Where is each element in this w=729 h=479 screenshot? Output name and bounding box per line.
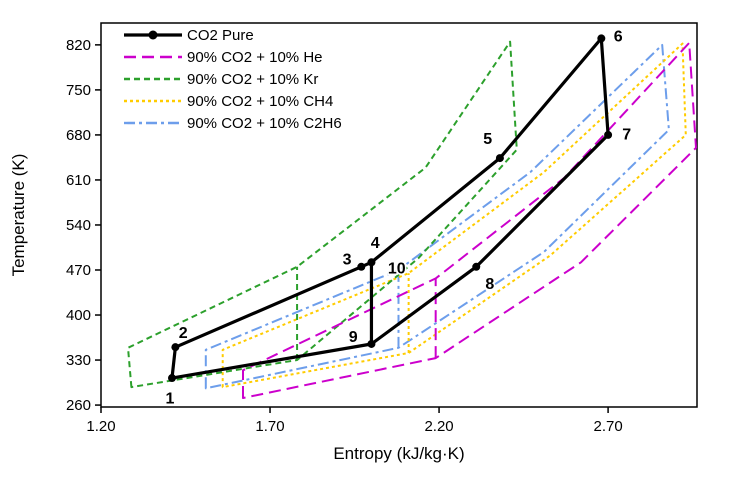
x-tick-label: 1.70 bbox=[255, 418, 284, 435]
state-label-10: 10 bbox=[388, 261, 406, 278]
y-tick-label: 540 bbox=[66, 217, 91, 234]
state-label-9: 9 bbox=[349, 329, 358, 346]
legend-label-90-co2-10-he: 90% CO2 + 10% He bbox=[187, 49, 323, 66]
y-tick-label: 750 bbox=[66, 82, 91, 99]
state-label-4: 4 bbox=[371, 235, 380, 252]
state-label-1: 1 bbox=[166, 391, 175, 408]
y-tick-label: 400 bbox=[66, 307, 91, 324]
plot-frame bbox=[100, 22, 698, 408]
y-tick-label: 260 bbox=[66, 397, 91, 414]
series-line-90-co2-10-c2h6 bbox=[204, 43, 670, 390]
series-marker-co2-pure bbox=[597, 34, 606, 43]
x-tick-label: 2.20 bbox=[424, 418, 453, 435]
series-line-co2-pure bbox=[170, 36, 610, 380]
state-label-5: 5 bbox=[483, 131, 492, 148]
series-marker-co2-pure bbox=[171, 343, 180, 352]
x-tick-label: 1.20 bbox=[86, 418, 115, 435]
series-marker-co2-pure bbox=[604, 130, 613, 139]
legend-label-90-co2-10-c2h6: 90% CO2 + 10% C2H6 bbox=[187, 115, 342, 132]
y-tick-label: 330 bbox=[66, 352, 91, 369]
y-tick-label: 610 bbox=[66, 172, 91, 189]
state-label-8: 8 bbox=[485, 276, 494, 293]
state-label-7: 7 bbox=[622, 126, 631, 143]
series-marker-co2-pure bbox=[495, 154, 504, 163]
series-marker-co2-pure bbox=[367, 339, 376, 348]
y-tick-label: 470 bbox=[66, 262, 91, 279]
series-line-90-co2-10-he bbox=[242, 41, 697, 399]
legend-marker-co2-pure bbox=[148, 30, 158, 40]
state-label-6: 6 bbox=[614, 29, 623, 46]
series-marker-co2-pure bbox=[472, 262, 481, 271]
series-line-90-co2-10-ch4 bbox=[221, 42, 687, 389]
y-tick-label: 680 bbox=[66, 127, 91, 144]
series-marker-co2-pure bbox=[357, 262, 366, 271]
x-tick-label: 2.70 bbox=[593, 418, 622, 435]
legend-label-co2-pure: CO2 Pure bbox=[187, 27, 254, 44]
series-marker-co2-pure bbox=[367, 258, 376, 267]
y-tick-label: 820 bbox=[66, 37, 91, 54]
state-label-3: 3 bbox=[343, 252, 352, 269]
legend-label-90-co2-10-kr: 90% CO2 + 10% Kr bbox=[187, 71, 318, 88]
x-axis-title: Entropy (kJ/kg·K) bbox=[333, 444, 465, 463]
series-marker-co2-pure bbox=[167, 374, 176, 383]
state-label-2: 2 bbox=[179, 325, 188, 342]
y-axis-title: Temperature (K) bbox=[9, 153, 28, 277]
legend-label-90-co2-10-ch4: 90% CO2 + 10% CH4 bbox=[187, 93, 333, 110]
